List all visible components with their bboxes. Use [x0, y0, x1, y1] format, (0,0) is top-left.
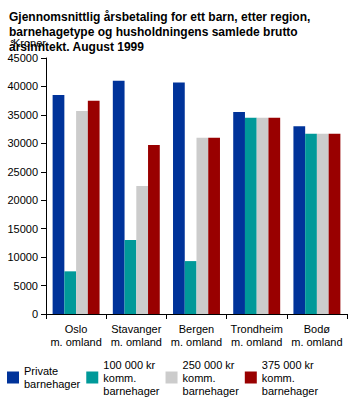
svg-text:10000: 10000 — [7, 251, 38, 263]
svg-text:25000: 25000 — [7, 166, 38, 178]
svg-text:barnehager: barnehager — [183, 385, 240, 397]
svg-text:40000: 40000 — [7, 80, 38, 92]
svg-text:barnehager: barnehager — [262, 385, 319, 397]
svg-text:Stavanger: Stavanger — [111, 323, 161, 335]
svg-text:komm.: komm. — [262, 372, 295, 384]
svg-text:Gjennomsnittlig årsbetaling fo: Gjennomsnittlig årsbetaling for ett barn… — [9, 10, 314, 24]
svg-text:Trondheim: Trondheim — [231, 323, 283, 335]
svg-text:m. omland: m. omland — [50, 336, 101, 348]
svg-text:m. omland: m. omland — [111, 336, 162, 348]
svg-text:komm.: komm. — [103, 372, 136, 384]
svg-text:0: 0 — [32, 308, 38, 320]
svg-text:Bergen: Bergen — [179, 323, 214, 335]
svg-text:Bodø: Bodø — [304, 323, 331, 335]
svg-text:m. omland: m. omland — [231, 336, 282, 348]
svg-text:45000: 45000 — [7, 52, 38, 64]
svg-text:30000: 30000 — [7, 137, 38, 149]
svg-text:Private: Private — [24, 365, 58, 377]
svg-text:Oslo: Oslo — [65, 323, 88, 335]
svg-text:årsinntekt. August 1999: årsinntekt. August 1999 — [9, 40, 144, 54]
svg-text:m. omland: m. omland — [291, 336, 342, 348]
svg-text:375 000 kr: 375 000 kr — [262, 359, 314, 371]
svg-text:250 000 kr: 250 000 kr — [183, 359, 235, 371]
svg-text:100 000 kr: 100 000 kr — [103, 359, 155, 371]
svg-text:15000: 15000 — [7, 223, 38, 235]
svg-text:barnehager: barnehager — [24, 378, 81, 390]
svg-text:barnehagetype og husholdningen: barnehagetype og husholdningens samlede … — [9, 25, 301, 39]
svg-text:35000: 35000 — [7, 109, 38, 121]
svg-text:5000: 5000 — [14, 280, 38, 292]
svg-text:barnehager: barnehager — [103, 385, 160, 397]
svg-text:20000: 20000 — [7, 194, 38, 206]
svg-text:m. omland: m. omland — [171, 336, 222, 348]
svg-text:komm.: komm. — [183, 372, 216, 384]
